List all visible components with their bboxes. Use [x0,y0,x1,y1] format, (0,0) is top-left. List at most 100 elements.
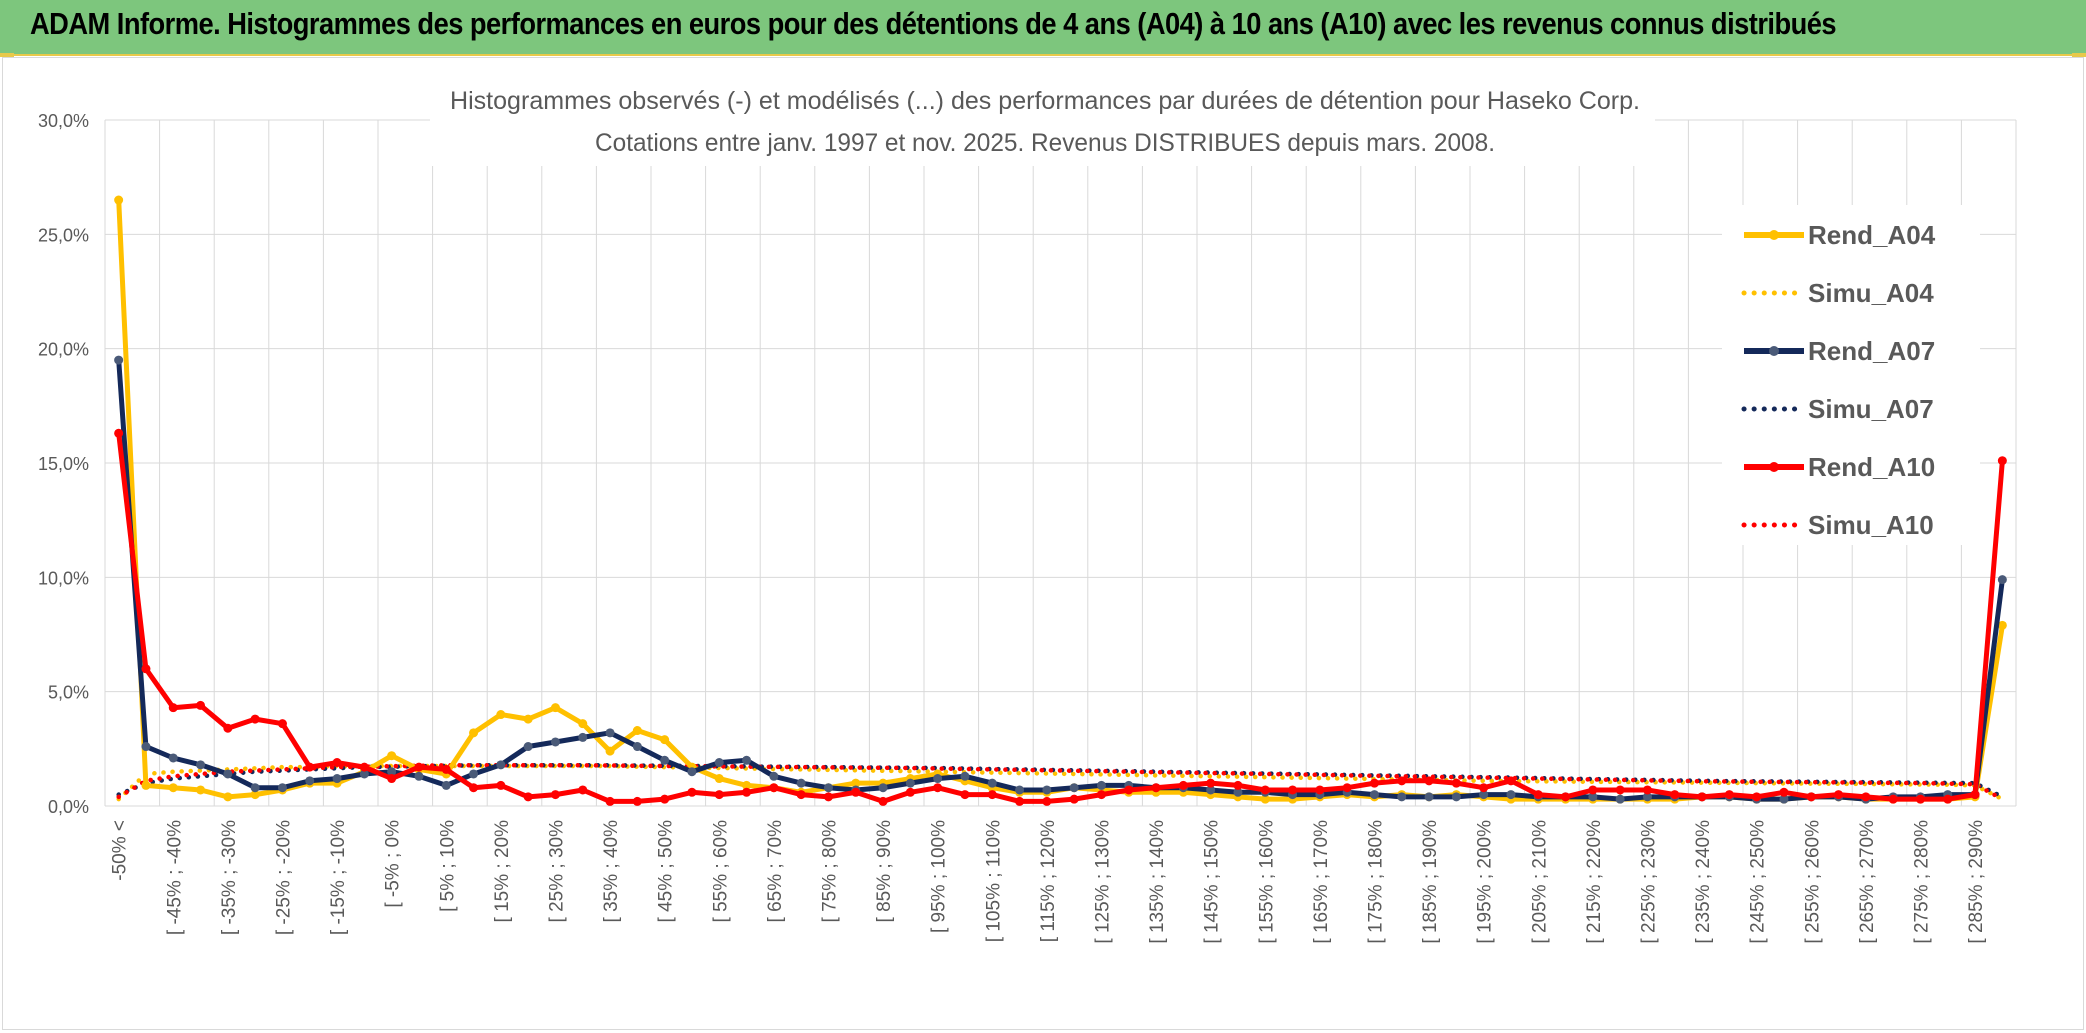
data-point-Rend_A10 [1506,776,1516,786]
data-point-Rend_A10 [141,664,151,674]
data-point-Rend_A10 [1288,785,1298,795]
series-line-Rend_A10 [116,433,2005,804]
x-tick-label: [ 145% ; 150% [1202,820,1223,944]
data-point-Rend_A10 [660,794,670,804]
data-point-Rend_A04 [250,790,260,800]
x-tick-label: [ 275% ; 280% [1911,820,1932,944]
y-tick-label: 25,0% [38,225,89,245]
x-tick-label: [ -35% ; -30% [219,820,240,935]
data-point-Rend_A07 [1451,792,1461,802]
legend-label-Simu_A04: Simu_A04 [1808,278,1934,308]
x-tick-label: [ 185% ; 190% [1420,820,1441,944]
x-tick-label: [ 225% ; 230% [1638,820,1659,944]
data-point-Rend_A10 [714,790,724,800]
data-point-Rend_A04 [168,783,178,793]
data-point-Rend_A10 [823,792,833,802]
data-point-Rend_A07 [523,742,533,752]
x-tick-label: [ 5% ; 10% [437,820,458,912]
data-point-Rend_A07 [441,780,451,790]
data-point-Rend_A10 [1424,776,1434,786]
data-point-Rend_A04 [578,719,588,729]
data-point-Rend_A10 [1997,456,2007,466]
data-point-Rend_A10 [523,792,533,802]
data-point-Rend_A04 [223,792,233,802]
data-point-Rend_A04 [469,728,479,738]
data-point-Rend_A07 [469,769,479,779]
data-point-Rend_A04 [632,726,642,736]
report-title: ADAM Informe. Histogrammes des performan… [30,6,1837,41]
data-point-Rend_A07 [1588,792,1598,802]
data-point-Rend_A07 [1233,787,1243,797]
data-point-Rend_A10 [1178,780,1188,790]
data-point-Rend_A07 [1369,790,1379,800]
data-point-Rend_A04 [851,778,861,788]
data-point-Rend_A10 [1233,780,1243,790]
data-point-Rend_A10 [1642,785,1652,795]
data-point-Rend_A04 [114,195,124,205]
chart-title-line2: Cotations entre janv. 1997 et nov. 2025.… [595,129,1495,157]
data-point-Rend_A07 [1779,794,1789,804]
y-tick-label: 10,0% [38,568,89,588]
data-point-Rend_A04 [387,751,397,761]
data-point-Rend_A07 [987,778,997,788]
data-point-Rend_A10 [277,719,287,729]
data-point-Rend_A07 [878,783,888,793]
data-point-Rend_A10 [933,783,943,793]
x-tick-label: [ 245% ; 250% [1748,820,1769,944]
data-point-Rend_A10 [441,764,451,774]
data-point-Rend_A10 [332,758,342,768]
legend-background [1722,205,1980,545]
data-point-Rend_A10 [851,787,861,797]
data-point-Rend_A07 [332,774,342,784]
x-tick-label: [ 265% ; 270% [1857,820,1878,944]
x-tick-label: [ 255% ; 260% [1802,820,1823,944]
data-point-Rend_A07 [1642,792,1652,802]
data-point-Rend_A10 [1615,785,1625,795]
data-point-Rend_A10 [1697,792,1707,802]
series-line-Rend_A07 [116,359,2005,802]
data-point-Rend_A10 [1015,796,1025,806]
data-point-Rend_A10 [387,774,397,784]
data-point-Rend_A07 [223,769,233,779]
data-point-Rend_A07 [1069,783,1079,793]
legend-marker-Rend_A04 [1769,230,1779,240]
chart-title-line1: Histogrammes observés (-) et modélisés (… [450,87,1640,115]
data-point-Rend_A07 [387,767,397,777]
data-point-Rend_A07 [605,728,615,738]
y-tick-label: 5,0% [48,683,89,703]
data-point-Rend_A07 [714,758,724,768]
data-point-Rend_A07 [359,769,369,779]
data-point-Rend_A10 [742,787,752,797]
data-point-Rend_A10 [960,790,970,800]
data-point-Rend_A10 [1096,790,1106,800]
data-point-Rend_A07 [414,771,424,781]
data-point-Rend_A07 [114,355,124,365]
data-point-Rend_A07 [960,771,970,781]
data-point-Rend_A10 [1752,792,1762,802]
data-point-Rend_A10 [1970,790,1980,800]
x-tick-label: [ -5% ; 0% [383,820,404,908]
x-tick-label: [ 45% ; 50% [656,820,677,923]
legend-marker-Rend_A07 [1769,346,1779,356]
data-point-Rend_A10 [1588,785,1598,795]
x-tick-label: [ 285% ; 290% [1966,820,1987,944]
data-point-Rend_A07 [305,776,315,786]
data-point-Rend_A10 [1151,783,1161,793]
corner-mark-left [0,53,14,57]
data-point-Rend_A07 [250,783,260,793]
data-point-Rend_A04 [742,780,752,790]
x-tick-label: [ 195% ; 200% [1475,820,1496,944]
data-point-Rend_A04 [196,785,206,795]
x-tick-label: [ 135% ; 140% [1147,820,1168,944]
data-point-Rend_A10 [1315,785,1325,795]
data-point-Rend_A10 [114,428,124,438]
data-point-Rend_A07 [742,755,752,765]
data-point-Rend_A04 [1260,794,1270,804]
data-point-Rend_A07 [796,778,806,788]
report-banner: ADAM Informe. Histogrammes des performan… [0,0,2086,56]
data-point-Rend_A07 [578,732,588,742]
x-tick-label: [ 205% ; 210% [1529,820,1550,944]
x-tick-label: [ 85% ; 90% [874,820,895,923]
x-tick-label: [ -15% ; -10% [328,820,349,935]
